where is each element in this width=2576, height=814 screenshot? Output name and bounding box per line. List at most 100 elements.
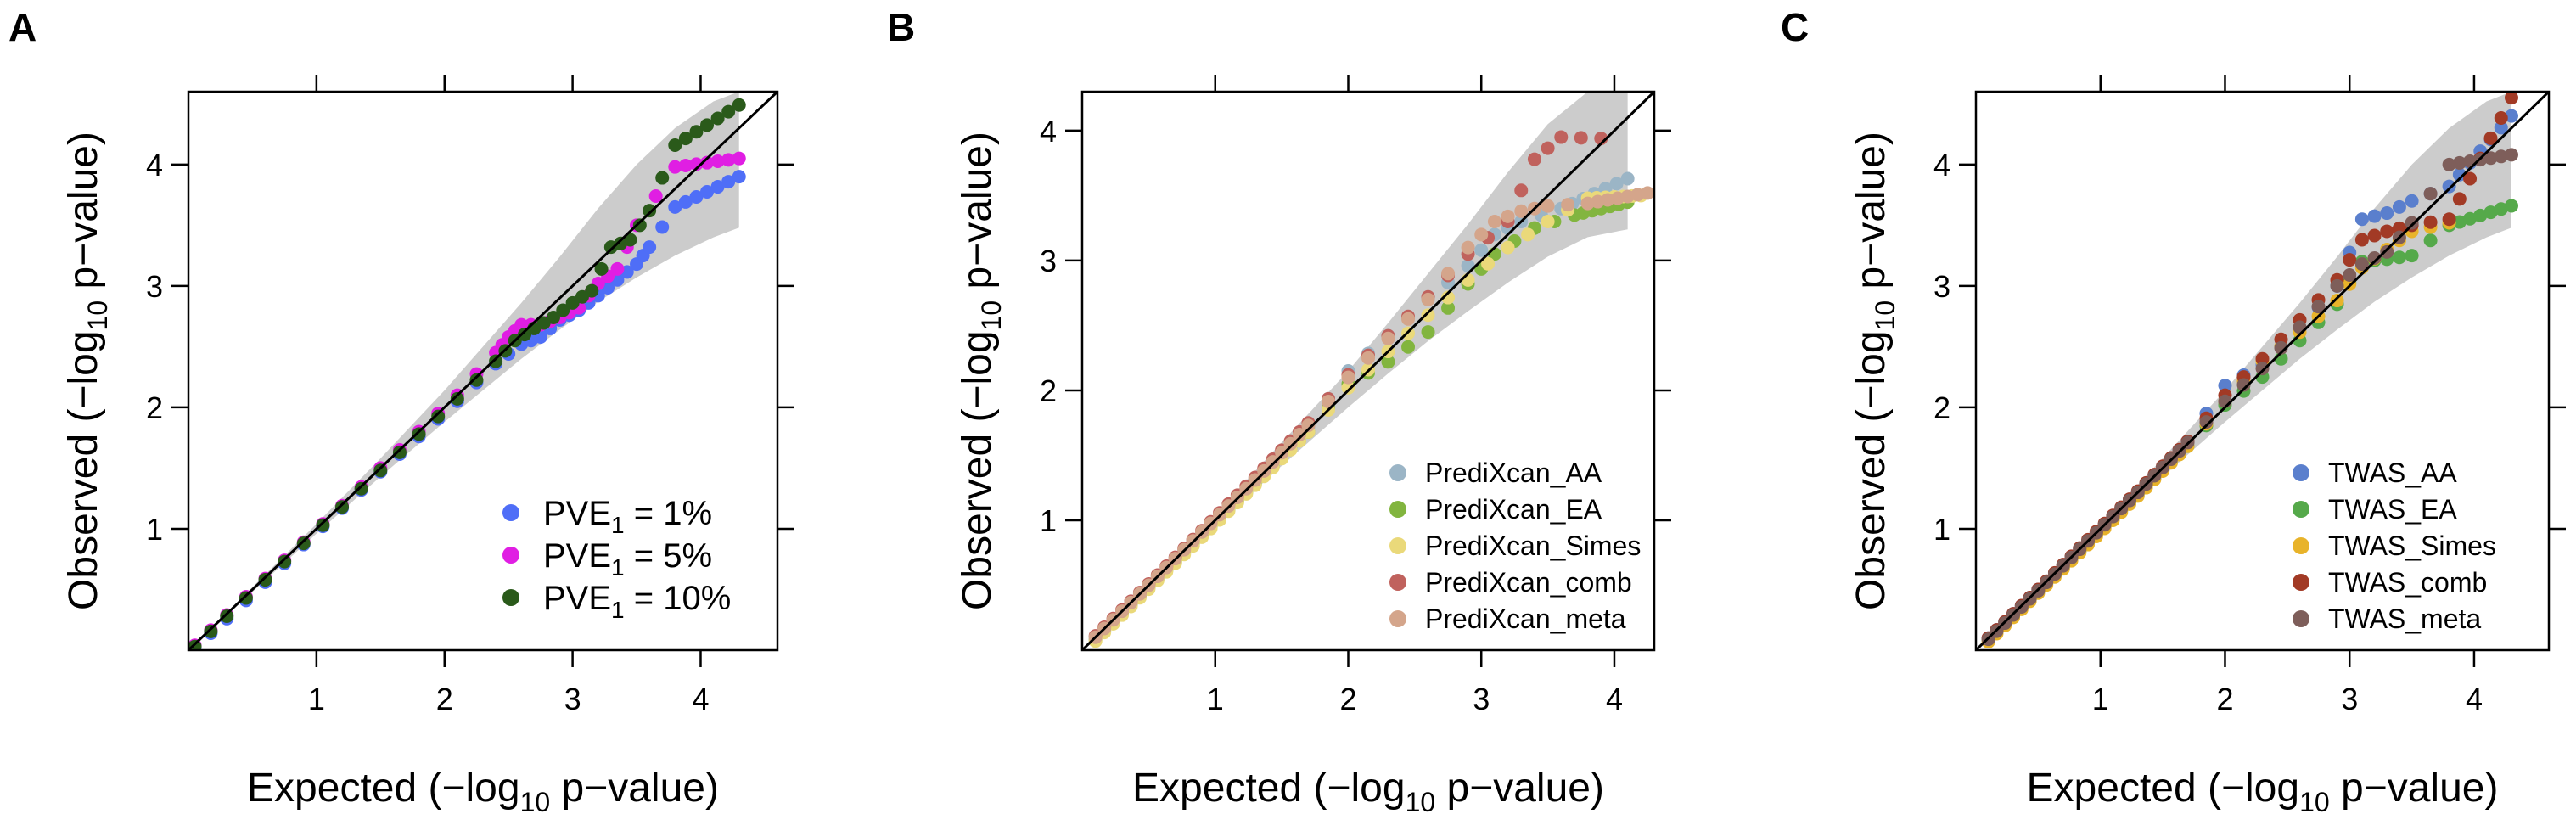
data-point [1481,256,1496,271]
x-tick-label: 1 [2092,682,2109,716]
legend-label: TWAS_meta [2328,603,2481,634]
data-point [2463,171,2478,186]
y-tick-label: 3 [1933,269,1950,304]
reference-line [188,92,777,650]
data-point [2442,179,2456,194]
data-point [2255,351,2270,366]
data-point [1341,370,1355,385]
data-point [2504,199,2518,213]
data-point [2452,155,2467,170]
data-point [1266,455,1280,469]
data-point [1341,380,1355,395]
data-point [655,171,670,185]
panel-letter: A [8,5,36,49]
data-point [2483,151,2498,166]
data-point [2494,149,2508,164]
y-tick-label: 4 [1040,114,1057,149]
reference-line [1082,92,1654,650]
data-point [450,391,464,406]
data-point [204,624,218,638]
data-point [239,591,253,605]
data-point [2423,233,2438,248]
legend-swatch [2293,464,2309,481]
panel-letter: C [1781,5,1809,49]
data-point [1283,436,1298,451]
x-tick-label: 3 [1473,682,1490,716]
data-point [643,240,657,255]
data-point [296,536,311,551]
data-point [556,303,570,317]
data-point [1441,300,1456,315]
data-point [1574,131,1588,145]
plot-frame [187,90,779,652]
data-point [2199,415,2214,429]
legend-swatch [2293,537,2309,554]
data-point [1275,446,1289,460]
panel-c: C 1 2 3 4 1 2 3 4 Expected (−log10 p−value) Observ… [1781,5,2566,814]
data-point [2343,253,2357,267]
data-point [668,138,682,152]
legend-label: PrediXcan_meta [1425,603,1626,634]
data-point [431,409,446,424]
legend: PrediXcan_AA PrediXcan_EA PrediXcan_Simes P… [1389,458,1641,634]
data-point [2504,109,2518,123]
data-point [678,132,693,146]
data-point [1641,186,1654,200]
data-point [1421,292,1435,306]
data-point [710,180,725,194]
legend-label: TWAS_EA [2328,494,2457,525]
x-tick-label: 1 [308,682,325,716]
legend-label: PVE1 = 5% [543,537,712,581]
legend-label: PrediXcan_AA [1425,458,1602,488]
legend: PVE1 = 1%PVE1 = 5%PVE1 = 10% [502,495,731,623]
data-point [655,220,670,234]
data-point [732,151,746,166]
y-tick-label: 1 [1040,503,1057,538]
data-point [721,104,736,119]
data-point [2504,148,2518,162]
data-point [2494,121,2508,135]
panel-letter: B [887,5,915,49]
data-point [2452,167,2467,182]
data-point [1441,267,1456,281]
x-tick-label: 2 [1339,682,1356,716]
y-tick-label: 2 [146,390,163,425]
legend-label: PrediXcan_comb [1425,567,1632,598]
data-point [1541,199,1555,213]
legend-label: TWAS_comb [2328,567,2487,598]
data-point [1474,227,1489,242]
data-point [316,518,330,532]
plot-frame [1080,90,1656,652]
data-point [489,354,503,368]
legend-swatch [502,547,519,564]
data-point [1381,355,1395,369]
data-point [1461,240,1475,255]
data-point [623,233,637,247]
x-axis-label: Expected (−log10 p−value) [2027,766,2499,814]
data-point [689,157,704,171]
data-point [2392,199,2406,214]
data-point [668,199,682,214]
x-tick-label: 2 [2216,682,2233,716]
data-point [1401,340,1416,354]
data-point [2405,216,2419,230]
data-point [1293,427,1307,441]
x-tick-label: 3 [2341,682,2358,716]
data-point [643,204,657,218]
data-point [1301,418,1316,433]
data-point [2367,209,2382,223]
data-point [1620,171,1635,186]
data-point [648,189,663,204]
data-point [2442,157,2456,171]
data-point [1361,351,1375,365]
legend-label: PrediXcan_EA [1425,494,1602,525]
data-point [700,185,715,199]
data-point [668,160,682,174]
data-point [2494,110,2508,125]
data-point [2311,300,2326,314]
data-point [2494,202,2508,216]
legend-swatch [1389,537,1406,554]
x-tick-label: 4 [2466,682,2483,716]
data-point [2452,215,2467,229]
data-point [2255,362,2270,376]
